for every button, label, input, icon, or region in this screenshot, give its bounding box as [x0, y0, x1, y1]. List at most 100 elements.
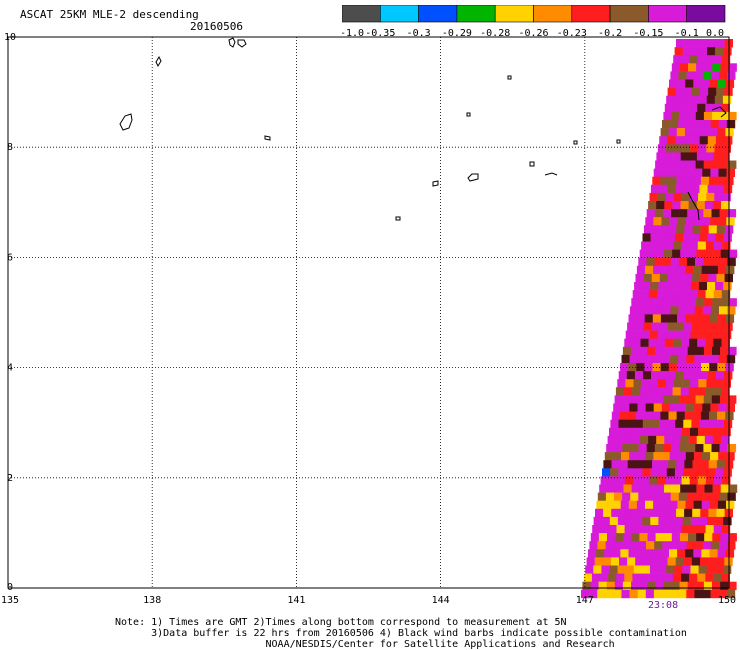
swath-cell [687, 160, 696, 169]
swath-cell [642, 233, 651, 242]
swath-cell [610, 468, 619, 477]
swath-cell [639, 484, 649, 493]
swath-cell [703, 581, 713, 591]
swath-cell [669, 168, 679, 177]
swath-cell [676, 39, 685, 48]
swath-cell [697, 525, 706, 534]
swath-cell [608, 476, 618, 485]
swath-cell [717, 314, 726, 323]
swath-cell [634, 371, 644, 380]
swath-cell [722, 95, 732, 105]
swath-cell [708, 273, 717, 283]
swath-cell [682, 144, 691, 153]
swath-cell [634, 468, 643, 477]
swath-cell [667, 184, 676, 194]
swath-cell [719, 160, 729, 169]
swath-cell [689, 55, 698, 64]
swath-cell [635, 322, 644, 331]
swath-cell [652, 549, 662, 558]
swath-cell [728, 63, 737, 72]
swath-cell [710, 120, 719, 129]
swath-cell [719, 492, 728, 501]
swath-cell [725, 363, 734, 372]
swath-cell [653, 403, 663, 412]
swath-cell [671, 111, 680, 121]
swath-cell [620, 549, 629, 558]
y-tick-label: 10 [4, 32, 16, 43]
swath-cell [679, 533, 689, 542]
swath-cell [691, 371, 700, 380]
swath-cell [678, 71, 687, 80]
swath-cell [589, 541, 598, 550]
swath-cell [649, 192, 658, 202]
swath-cell [608, 525, 617, 534]
swath-cell [677, 265, 686, 275]
swath-cell [681, 290, 690, 299]
swath-cell [626, 419, 635, 429]
swath-cell [709, 265, 719, 275]
swath-cell [704, 298, 713, 307]
x-tick-label: 147 [576, 595, 594, 606]
swath-cell [659, 184, 668, 194]
swath-cell [696, 201, 706, 210]
swath-cell [716, 508, 725, 518]
swath-cell [659, 322, 668, 331]
swath-cell [642, 516, 651, 526]
swath-cell [645, 500, 654, 510]
swath-cell [692, 176, 702, 186]
swath-cell [707, 419, 716, 429]
swath-cell [721, 152, 730, 161]
swath-cell [681, 103, 690, 113]
swath-cell [678, 257, 688, 267]
swath-cell [711, 395, 721, 404]
island-outline [237, 39, 247, 48]
island-outline [432, 180, 439, 187]
swath-cell [669, 403, 679, 412]
swath-cell [662, 492, 671, 501]
swath-cell [703, 257, 712, 267]
swath-cell [701, 363, 710, 372]
swath-cell [709, 411, 718, 420]
swath-cell [683, 322, 693, 331]
swath-cell [671, 533, 681, 542]
swath-cell [662, 257, 671, 267]
swath-cell [617, 427, 626, 437]
swath-cell [648, 290, 658, 299]
island-outline [529, 161, 535, 167]
colorbar-tick-label: -0.29 [442, 28, 472, 39]
swath-cell [621, 354, 630, 364]
swath-cell [718, 403, 727, 412]
swath-cell [667, 136, 676, 145]
swath-cell [681, 476, 690, 485]
swath-cell [623, 484, 632, 493]
swath-cell [705, 338, 714, 348]
swath-cell [695, 257, 704, 267]
swath-cell [668, 411, 677, 420]
swath-cell [711, 160, 721, 169]
swath-cell [658, 516, 667, 526]
swath-cell [661, 217, 670, 226]
swath-cell [624, 338, 633, 348]
swath-cell [707, 516, 716, 526]
swath-cell [667, 508, 677, 518]
swath-cell [726, 589, 736, 599]
swath-cell [598, 581, 607, 591]
swath-cell [593, 516, 602, 526]
swath-cell [604, 500, 613, 510]
swath-cell [674, 233, 684, 242]
swath-cell [643, 273, 652, 283]
swath-cell [663, 298, 673, 307]
swath-cell [650, 565, 659, 574]
swath-cell [686, 354, 695, 364]
swath-cell [619, 411, 629, 420]
swath-cell [727, 444, 737, 453]
swath-cell [627, 557, 636, 566]
swath-cell [634, 419, 644, 429]
swath-cell [596, 500, 605, 510]
swath-cell [705, 241, 715, 250]
swath-cell [691, 87, 701, 96]
swath-cell [607, 484, 616, 493]
swath-cell [654, 492, 663, 501]
y-tick-label: 6 [7, 252, 13, 263]
swath-cell [726, 500, 735, 510]
